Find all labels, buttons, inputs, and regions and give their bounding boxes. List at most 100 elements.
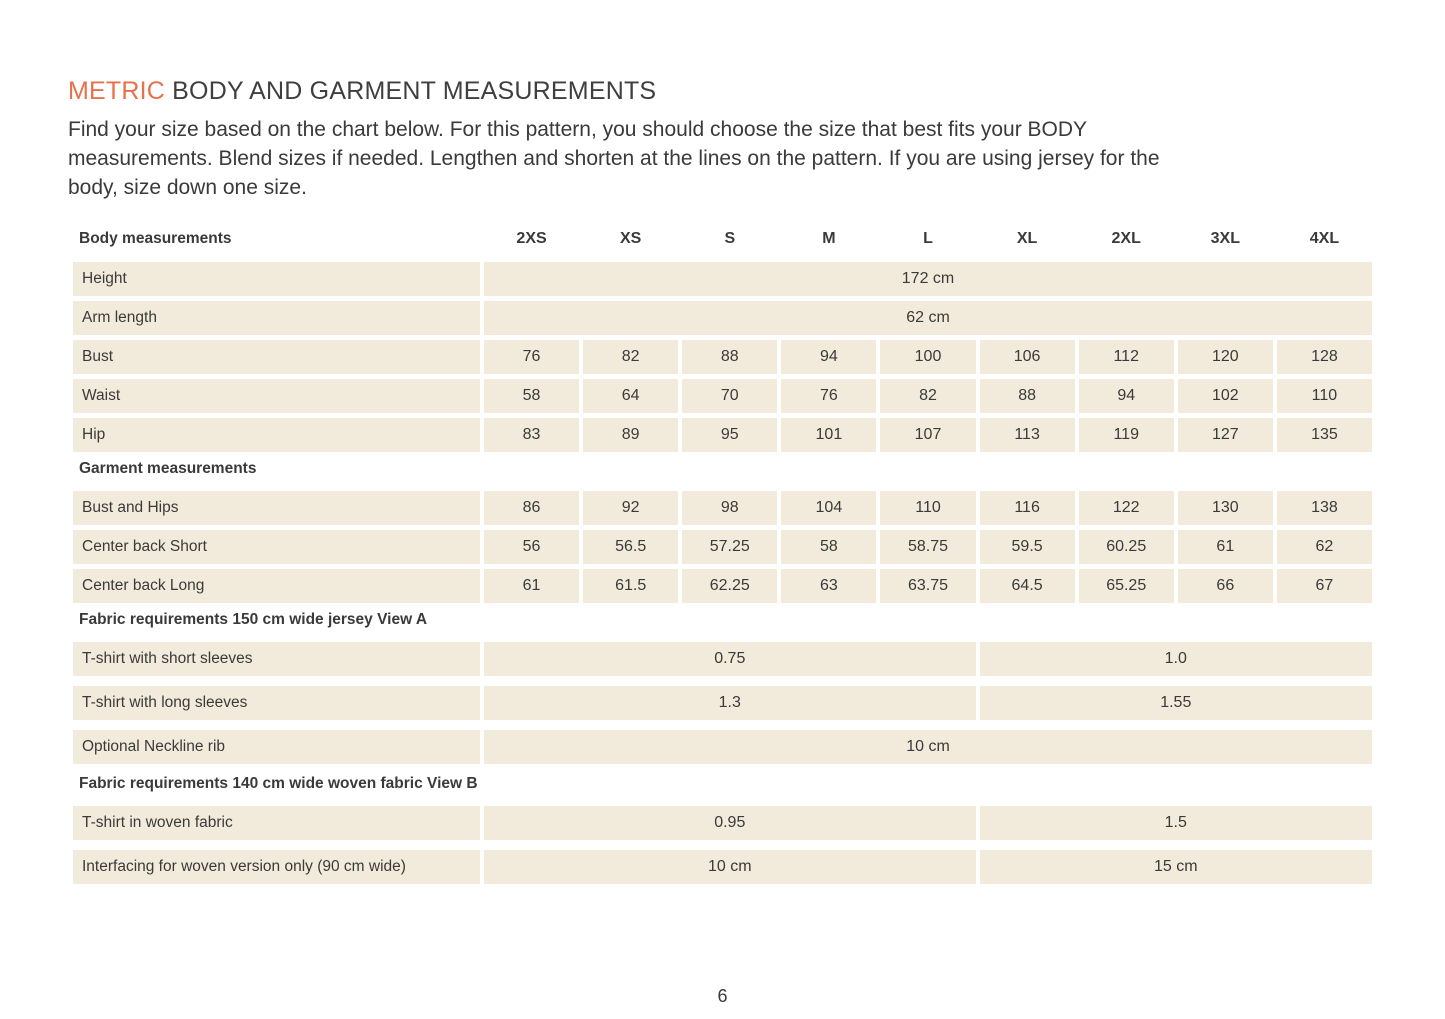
cell-value: 59.5	[979, 530, 1075, 564]
cell-value: 1.5	[979, 806, 1372, 840]
cell-value: 89	[583, 418, 679, 452]
cell-value: 66	[1177, 569, 1273, 603]
cell-value: 101	[781, 418, 877, 452]
cell-value: 88	[682, 340, 778, 374]
table-row: Bust and Hips 86 92 98 104 110 116 122 130 138	[73, 491, 1372, 525]
size-column-header: 2XL	[1111, 230, 1141, 247]
cell-value: 1.55	[979, 686, 1372, 720]
cell-value: 100	[880, 340, 976, 374]
row-label: Center back Short	[73, 530, 480, 564]
cell-value: 116	[979, 491, 1075, 525]
cell-value: 82	[880, 379, 976, 413]
cell-value: 58	[781, 530, 877, 564]
cell-value: 58	[484, 379, 580, 413]
section-heading: Fabric requirements 140 cm wide woven fa…	[79, 775, 478, 792]
section-heading: Garment measurements	[79, 460, 257, 477]
cell-value: 94	[1078, 379, 1174, 413]
cell-value: 138	[1276, 491, 1372, 525]
cell-value: 56	[484, 530, 580, 564]
cell-value: 88	[979, 379, 1075, 413]
cell-value: 127	[1177, 418, 1273, 452]
cell-value: 94	[781, 340, 877, 374]
cell-value: 0.95	[484, 806, 976, 840]
size-column-header: 4XL	[1309, 230, 1340, 247]
measurements-table: Body measurements 2XS XS S M L XL 2XL 3X…	[73, 224, 1372, 894]
row-label: T-shirt with short sleeves	[73, 642, 480, 676]
page-title-highlight: METRIC	[68, 77, 166, 105]
cell-value: 1.3	[484, 686, 976, 720]
cell-value: 10 cm	[484, 850, 976, 884]
cell-value: 62	[1276, 530, 1372, 564]
cell-value: 130	[1177, 491, 1273, 525]
cell-value: 0.75	[484, 642, 976, 676]
cell-value: 107	[880, 418, 976, 452]
row-label: Hip	[73, 418, 480, 452]
cell-value: 110	[1276, 379, 1372, 413]
intro-text-line: body, size down one size.	[68, 176, 307, 199]
table-header-label: Body measurements	[79, 230, 232, 247]
cell-value: 10 cm	[484, 730, 1372, 764]
size-column-header: M	[822, 230, 836, 247]
cell-value: 98	[682, 491, 778, 525]
table-row: Waist 58 64 70 76 82 88 94 102 110	[73, 379, 1372, 413]
cell-value: 102	[1177, 379, 1273, 413]
cell-value: 63.75	[880, 569, 976, 603]
page-number: 6	[717, 986, 728, 1006]
cell-value: 62 cm	[484, 301, 1372, 335]
cell-value: 92	[583, 491, 679, 525]
size-column-header: XL	[1016, 230, 1038, 247]
cell-value: 128	[1276, 340, 1372, 374]
cell-value: 83	[484, 418, 580, 452]
row-label: Optional Neckline rib	[73, 730, 480, 764]
cell-value: 119	[1078, 418, 1174, 452]
cell-value: 135	[1276, 418, 1372, 452]
cell-value: 172 cm	[484, 262, 1372, 296]
cell-value: 58.75	[880, 530, 976, 564]
cell-value: 86	[484, 491, 580, 525]
table-row: T-shirt with short sleeves 0.75 1.0	[73, 642, 1372, 676]
cell-value: 76	[781, 379, 877, 413]
cell-value: 64	[583, 379, 679, 413]
table-row: T-shirt with long sleeves 1.3 1.55	[73, 686, 1372, 720]
row-label: Center back Long	[73, 569, 480, 603]
cell-value: 110	[880, 491, 976, 525]
table-header-row: Body measurements 2XS XS S M L XL 2XL 3X…	[73, 224, 1372, 254]
table-row: Center back Short 56 56.5 57.25 58 58.75 59.5 6…	[73, 530, 1372, 564]
cell-value: 70	[682, 379, 778, 413]
cell-value: 62.25	[682, 569, 778, 603]
row-label: Arm length	[73, 301, 480, 335]
cell-value: 61	[484, 569, 580, 603]
size-column-header: 3XL	[1210, 230, 1240, 247]
cell-value: 15 cm	[979, 850, 1372, 884]
cell-value: 122	[1078, 491, 1174, 525]
size-column-header: L	[923, 230, 933, 247]
row-label: Waist	[73, 379, 480, 413]
row-label: Interfacing for woven version only (90 c…	[73, 850, 480, 884]
cell-value: 61	[1177, 530, 1273, 564]
table-row: Interfacing for woven version only (90 c…	[73, 850, 1372, 884]
intro-block: METRIC BODY AND GARMENT MEASUREMENTS Fin…	[68, 77, 1368, 202]
table-row: Hip 83 89 95 101 107 113 119 127 135	[73, 418, 1372, 452]
table-row: T-shirt in woven fabric 0.95 1.5	[73, 806, 1372, 840]
row-label: T-shirt with long sleeves	[73, 686, 480, 720]
cell-value: 113	[979, 418, 1075, 452]
table-row: Height 172 cm	[73, 262, 1372, 296]
size-column-header: XS	[619, 230, 642, 247]
page-title: METRIC BODY AND GARMENT MEASUREMENTS	[68, 77, 1368, 106]
cell-value: 95	[682, 418, 778, 452]
size-column-header: S	[724, 230, 736, 247]
cell-value: 82	[583, 340, 679, 374]
cell-value: 1.0	[979, 642, 1372, 676]
page-title-rest: BODY AND GARMENT MEASUREMENTS	[165, 77, 657, 105]
row-label: Bust	[73, 340, 480, 374]
cell-value: 106	[979, 340, 1075, 374]
cell-value: 57.25	[682, 530, 778, 564]
table-body: Height 172 cm Arm length 62 cm Bust 76 82 88 94 1…	[73, 262, 1372, 884]
cell-value: 65.25	[1078, 569, 1174, 603]
cell-value: 64.5	[979, 569, 1075, 603]
intro-text-line: Find your size based on the chart below.…	[68, 118, 1088, 141]
section-heading: Fabric requirements 150 cm wide jersey V…	[79, 611, 428, 628]
table-row: Arm length 62 cm	[73, 301, 1372, 335]
table-row: Bust 76 82 88 94 100 106 112 120 128	[73, 340, 1372, 374]
